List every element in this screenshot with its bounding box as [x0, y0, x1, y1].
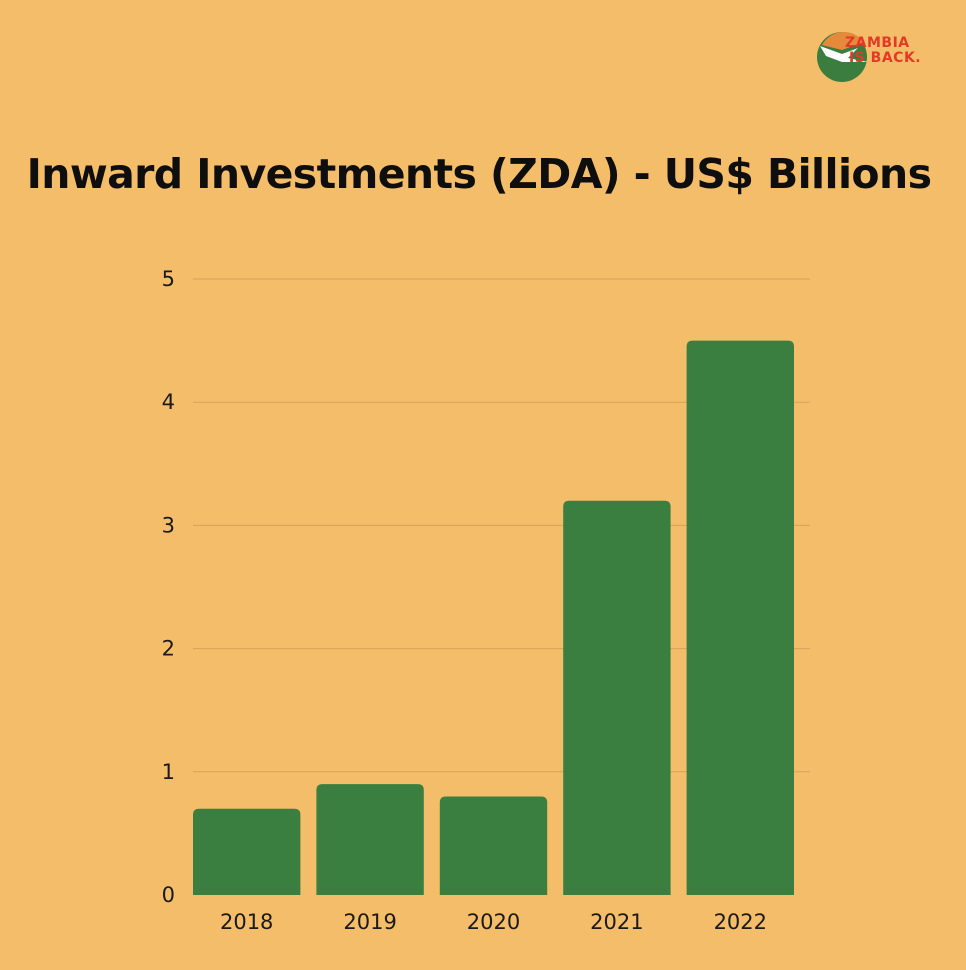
bar-2021: [563, 500, 671, 895]
x-category-label: 2019: [343, 910, 396, 934]
bar-2020: [439, 796, 548, 895]
x-category-label: 2020: [467, 910, 520, 934]
x-category-label: 2021: [590, 910, 643, 934]
bar-2018: [193, 808, 301, 895]
chart-title: Inward Investments (ZDA) - US$ Billions: [26, 150, 932, 198]
y-tick-label: 4: [162, 390, 175, 414]
y-tick-label: 5: [162, 267, 175, 291]
bar-2022: [686, 340, 794, 896]
brand-logo-text: ZAMBIA IS BACK.: [845, 36, 921, 66]
brand-logo: ZAMBIA IS BACK.: [812, 28, 962, 86]
brand-line1: ZAMBIA: [845, 35, 910, 51]
y-axis-ticks: 0 1 2 3 4 5: [162, 267, 175, 907]
brand-logo-mark: [817, 31, 868, 82]
y-tick-label: 1: [162, 760, 175, 784]
bars: [193, 340, 794, 896]
x-axis-categories: 2018 2019 2020 2021 2022: [220, 910, 767, 934]
bar-2019: [316, 784, 424, 895]
y-tick-label: 3: [162, 513, 175, 537]
y-tick-label: 0: [162, 883, 175, 907]
brand-line2: IS BACK.: [849, 50, 922, 66]
x-category-label: 2022: [714, 910, 767, 934]
y-tick-label: 2: [162, 637, 175, 661]
x-category-label: 2018: [220, 910, 273, 934]
